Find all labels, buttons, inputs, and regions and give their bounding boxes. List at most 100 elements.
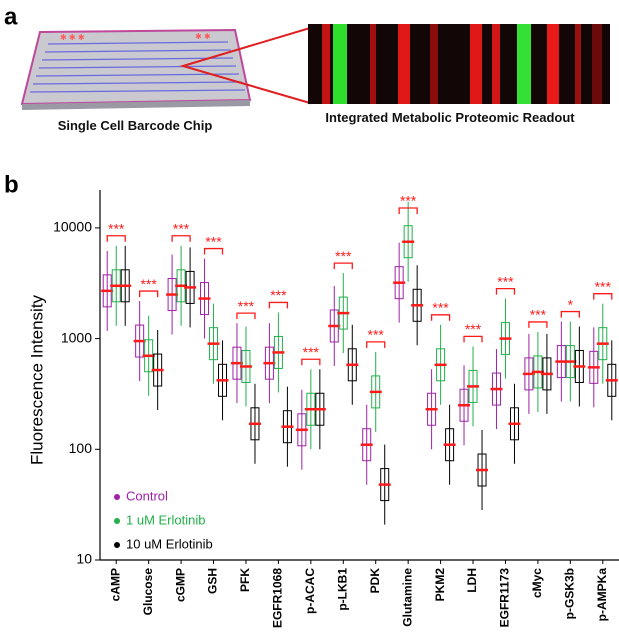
box	[557, 346, 565, 378]
significance-bracket	[269, 302, 287, 308]
box	[478, 454, 486, 486]
svg-text:✱ ✱ ✱: ✱ ✱ ✱	[60, 33, 85, 42]
chip-caption: Single Cell Barcode Chip	[20, 118, 250, 133]
x-tick-label: p-LKB1	[335, 568, 349, 611]
legend-marker	[114, 518, 120, 524]
x-tick-label: cAMP	[108, 568, 122, 601]
box	[219, 364, 227, 396]
significance-bracket	[334, 263, 352, 269]
significance-bracket	[237, 313, 255, 319]
box	[395, 267, 403, 299]
box	[575, 350, 583, 382]
significance-label: ***	[108, 220, 125, 236]
box	[566, 346, 574, 378]
legend-label: Control	[126, 488, 168, 503]
significance-label: ***	[238, 298, 255, 314]
x-tick-label: p-GSK3b	[563, 568, 577, 619]
box	[177, 270, 185, 302]
box	[543, 358, 551, 390]
box	[428, 393, 436, 425]
panel-label: a	[4, 3, 18, 30]
box	[112, 270, 120, 302]
significance-label: ***	[303, 344, 320, 360]
box	[103, 275, 111, 307]
box	[339, 297, 347, 329]
significance-bracket	[140, 291, 158, 297]
box	[136, 325, 144, 357]
zoom-lines	[183, 28, 310, 103]
significance-bracket	[464, 336, 482, 342]
x-tick-label: p-ACAC	[303, 568, 317, 614]
box	[372, 376, 380, 408]
legend-label: 1 uM Erlotinib	[126, 512, 205, 527]
significance-bracket	[302, 359, 320, 365]
box	[330, 310, 338, 342]
significance-bracket	[561, 312, 579, 318]
significance-label: ***	[497, 273, 514, 289]
significance-label: ***	[205, 233, 222, 249]
significance-label: ***	[335, 248, 352, 264]
y-tick-label: 100	[69, 440, 93, 456]
box	[599, 328, 607, 360]
box	[460, 389, 468, 421]
box	[534, 356, 542, 388]
significance-label: ***	[400, 193, 417, 209]
significance-label: *	[568, 296, 574, 312]
x-tick-label: GSH	[206, 568, 220, 594]
significance-label: ***	[530, 307, 547, 323]
x-tick-label: LDH	[465, 568, 479, 593]
box	[265, 347, 273, 379]
box	[381, 469, 389, 501]
box	[168, 279, 176, 311]
box	[525, 358, 533, 390]
figure: a ✱ ✱ ✱✱ ✱ b Fluorescence Intensity 1010…	[0, 0, 619, 639]
significance-bracket	[399, 208, 417, 214]
barcode-readout	[308, 24, 610, 104]
box	[590, 351, 598, 383]
legend-marker	[114, 494, 120, 500]
legend-marker	[114, 542, 120, 548]
box	[154, 354, 162, 386]
box	[404, 226, 412, 258]
box	[283, 411, 291, 443]
box	[608, 364, 616, 396]
readout-caption: Integrated Metabolic Proteomic Readout	[305, 110, 595, 125]
x-tick-label: EGFR1068	[271, 568, 285, 628]
box	[363, 429, 371, 461]
box	[186, 271, 194, 303]
x-tick-label: p-AMPKa	[595, 568, 609, 622]
box	[210, 328, 218, 360]
x-tick-label: Glucose	[141, 568, 155, 616]
box	[274, 336, 282, 368]
significance-label: ***	[270, 287, 287, 303]
significance-bracket	[107, 236, 125, 242]
significance-bracket	[205, 249, 223, 255]
box	[242, 350, 250, 382]
significance-bracket	[367, 342, 385, 348]
box	[510, 408, 518, 440]
box	[501, 323, 509, 355]
box	[201, 283, 209, 315]
box	[307, 393, 315, 425]
significance-label: ***	[140, 276, 157, 292]
significance-label: ***	[432, 299, 449, 315]
box	[316, 393, 324, 425]
box	[492, 373, 500, 405]
box	[348, 349, 356, 381]
y-tick-label: 1000	[61, 329, 92, 345]
legend-label: 10 uM Erlotinib	[126, 536, 213, 551]
x-tick-label: Glutamine	[400, 568, 414, 627]
page: Single Cell Barcode Chip Integrated Meta…	[0, 0, 619, 639]
significance-bracket	[496, 289, 514, 295]
y-tick-label: 10	[76, 551, 92, 567]
box	[469, 370, 477, 402]
box	[121, 270, 129, 302]
significance-label: ***	[173, 220, 190, 236]
x-tick-label: PFK	[238, 568, 252, 592]
significance-label: ***	[368, 327, 385, 343]
x-tick-label: EGFR1173	[498, 568, 512, 628]
significance-bracket	[432, 315, 450, 321]
panel-label: b	[4, 171, 19, 198]
significance-bracket	[172, 236, 190, 242]
box	[145, 340, 153, 372]
